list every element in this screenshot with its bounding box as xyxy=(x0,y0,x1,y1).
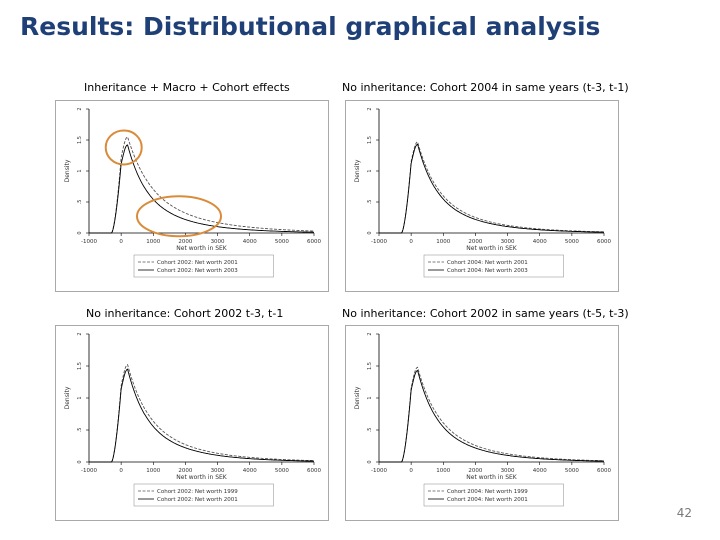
chart-caption: No inheritance: Cohort 2002 in same year… xyxy=(342,307,629,320)
legend xyxy=(423,254,564,278)
x-tick-label: 3000 xyxy=(211,239,225,245)
y-tick-label: 1 xyxy=(367,169,373,172)
density-chart: 0 .5 1 1.5 2 Density -1000 0 1000 2000 3000 4000 500… xyxy=(64,107,321,278)
x-tick-label: -1000 xyxy=(81,468,97,474)
chart-caption: Inheritance + Macro + Cohort effects xyxy=(84,81,290,94)
series-line-1 xyxy=(89,136,314,234)
y-tick-label: .5 xyxy=(367,428,373,433)
chart-caption: No inheritance: Cohort 2002 t-3, t-1 xyxy=(86,307,284,320)
x-axis-label: Net worth in SEK xyxy=(466,474,518,481)
chart-caption: No inheritance: Cohort 2004 in same year… xyxy=(342,81,629,94)
x-tick-label: 0 xyxy=(409,239,413,245)
series-line-2 xyxy=(89,144,314,234)
series-line-2 xyxy=(89,368,314,463)
x-tick-label: 2000 xyxy=(468,239,482,245)
x-tick-label: 3000 xyxy=(501,468,515,474)
x-tick-label: 3000 xyxy=(211,468,225,474)
y-tick-label: .5 xyxy=(77,200,83,205)
y-tick-label: 2 xyxy=(367,107,373,110)
legend-label: Cohort 2002: Net worth 2001 xyxy=(157,497,238,503)
legend-label: Cohort 2004: Net worth 1999 xyxy=(447,489,528,495)
chart-panel: 0 .5 1 1.5 2 Density -1000 0 1000 2000 3000 4000 500… xyxy=(345,100,619,292)
y-tick-label: 2 xyxy=(367,332,373,335)
density-chart: 0 .5 1 1.5 2 Density -1000 0 1000 2000 3000 4000 500… xyxy=(354,332,611,507)
x-tick-label: -1000 xyxy=(371,468,387,474)
highlight-circle-tail xyxy=(136,195,222,238)
density-chart: 0 .5 1 1.5 2 Density -1000 0 1000 2000 3000 4000 500… xyxy=(64,332,321,507)
legend xyxy=(133,254,274,278)
legend-label: Cohort 2004: Net worth 2003 xyxy=(447,268,528,274)
x-tick-label: 5000 xyxy=(275,239,289,245)
y-axis-label: Density xyxy=(354,159,361,182)
x-tick-label: 4000 xyxy=(533,239,547,245)
y-tick-label: .5 xyxy=(77,428,83,433)
legend-label: Cohort 2004: Net worth 2001 xyxy=(447,260,528,266)
legend-label: Cohort 2002: Net worth 2001 xyxy=(157,260,238,266)
y-tick-label: 1 xyxy=(77,169,83,172)
x-tick-label: 6000 xyxy=(597,468,611,474)
x-tick-label: 5000 xyxy=(565,468,579,474)
legend-label: Cohort 2002: Net worth 2003 xyxy=(157,268,238,274)
y-tick-label: 2 xyxy=(77,107,83,110)
series-line-1 xyxy=(379,366,604,463)
y-tick-label: 1.5 xyxy=(367,136,373,144)
x-tick-label: 2000 xyxy=(178,239,192,245)
x-tick-label: 6000 xyxy=(597,239,611,245)
legend-label: Cohort 2004: Net worth 2001 xyxy=(447,497,528,503)
y-tick-label: 2 xyxy=(77,332,83,335)
y-tick-label: 1.5 xyxy=(77,136,83,144)
y-axis-label: Density xyxy=(64,159,71,182)
x-tick-label: 5000 xyxy=(275,468,289,474)
x-tick-label: 2000 xyxy=(468,468,482,474)
y-tick-label: 0 xyxy=(77,460,83,463)
highlight-circle-peak xyxy=(104,129,143,166)
series-line-2 xyxy=(379,369,604,463)
legend xyxy=(423,483,564,507)
y-axis-label: Density xyxy=(354,386,361,409)
x-axis-label: Net worth in SEK xyxy=(176,474,228,481)
x-tick-label: 4000 xyxy=(243,239,257,245)
x-tick-label: 6000 xyxy=(307,468,321,474)
slide-title: Results: Distributional graphical analys… xyxy=(20,12,601,41)
x-tick-label: 4000 xyxy=(533,468,547,474)
x-tick-label: 5000 xyxy=(565,239,579,245)
y-tick-label: .5 xyxy=(367,200,373,205)
series-line-2 xyxy=(379,143,604,234)
legend-label: Cohort 2002: Net worth 1999 xyxy=(157,489,238,495)
x-tick-label: 2000 xyxy=(178,468,192,474)
density-chart: 0 .5 1 1.5 2 Density -1000 0 1000 2000 3000 4000 500… xyxy=(354,107,611,278)
y-tick-label: 1 xyxy=(77,396,83,399)
x-tick-label: 0 xyxy=(119,468,123,474)
x-tick-label: 4000 xyxy=(243,468,257,474)
x-tick-label: 1000 xyxy=(436,239,450,245)
x-tick-label: 1000 xyxy=(146,239,160,245)
y-tick-label: 0 xyxy=(77,231,83,234)
x-axis-label: Net worth in SEK xyxy=(176,245,228,252)
y-tick-label: 1 xyxy=(367,396,373,399)
x-tick-label: -1000 xyxy=(371,239,387,245)
legend xyxy=(133,483,274,507)
series-line-1 xyxy=(89,364,314,463)
x-tick-label: 1000 xyxy=(436,468,450,474)
x-tick-label: 0 xyxy=(409,468,413,474)
chart-panel: 0 .5 1 1.5 2 Density -1000 0 1000 2000 3000 4000 500… xyxy=(55,100,329,292)
y-tick-label: 1.5 xyxy=(77,362,83,370)
y-tick-label: 0 xyxy=(367,231,373,234)
x-tick-label: 0 xyxy=(119,239,123,245)
x-tick-label: -1000 xyxy=(81,239,97,245)
x-tick-label: 6000 xyxy=(307,239,321,245)
x-tick-label: 1000 xyxy=(146,468,160,474)
chart-panel: 0 .5 1 1.5 2 Density -1000 0 1000 2000 3000 4000 500… xyxy=(345,325,619,521)
x-tick-label: 3000 xyxy=(501,239,515,245)
chart-panel: 0 .5 1 1.5 2 Density -1000 0 1000 2000 3000 4000 500… xyxy=(55,325,329,521)
series-line-1 xyxy=(379,141,605,234)
y-axis-label: Density xyxy=(64,386,71,409)
x-axis-label: Net worth in SEK xyxy=(466,245,518,252)
y-tick-label: 0 xyxy=(367,460,373,463)
page-number: 42 xyxy=(676,506,692,520)
y-tick-label: 1.5 xyxy=(367,362,373,370)
